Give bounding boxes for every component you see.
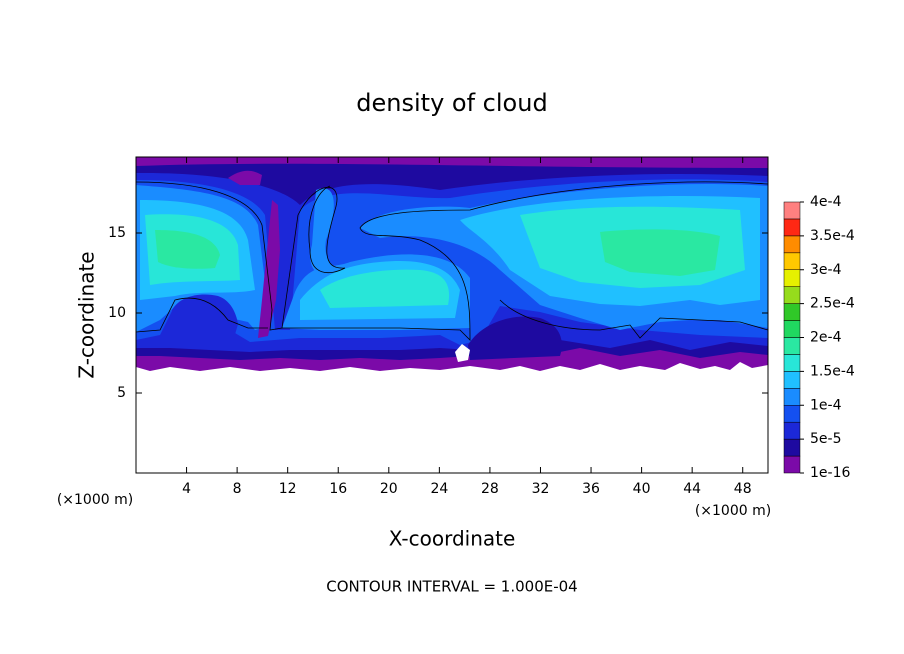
colorbar-band (783, 201, 801, 220)
x-tick-label: 36 (582, 481, 600, 497)
x-tick-label: 12 (279, 481, 297, 497)
chart-title: density of cloud (356, 89, 547, 117)
y-tick-label: 10 (108, 305, 126, 321)
x-tick-label: 16 (329, 481, 347, 497)
contour-line (136, 297, 268, 333)
empty-region (455, 344, 470, 362)
contour-line (136, 181, 346, 331)
colorbar-tick-label: 3e-4 (810, 262, 842, 278)
contour-band (228, 170, 262, 185)
x-tick-label: 24 (430, 481, 448, 497)
x-tick-label: 48 (734, 481, 752, 497)
colorbar-band (783, 371, 801, 389)
x-tick-label: 8 (233, 481, 242, 497)
colorbar-band (783, 269, 801, 287)
contour-band (320, 269, 450, 308)
colorbar-tick-label: 3.5e-4 (810, 228, 855, 244)
y-axis-label: Z-coordinate (75, 251, 99, 378)
y-tick-label: 15 (108, 225, 126, 241)
colorbar-band (783, 218, 801, 237)
colorbar-band (783, 388, 801, 406)
colorbar-band (783, 235, 801, 254)
colorbar-band (783, 421, 801, 440)
x-tick-label: 44 (683, 481, 701, 497)
contour-line (499, 299, 768, 339)
colorbar-band (783, 286, 801, 304)
contour-band (172, 294, 238, 346)
colorbar-band (783, 455, 801, 474)
x-tick-label: 32 (532, 481, 550, 497)
y-unit-label: (×1000 m) (57, 492, 133, 508)
footer-note: CONTOUR INTERVAL = 1.000E-04 (326, 578, 577, 596)
contour-band (468, 316, 562, 360)
x-tick-label: 4 (182, 481, 191, 497)
colorbar-tick-label: 1.5e-4 (810, 363, 855, 379)
colorbar-tick-label: 1e-4 (810, 397, 842, 413)
colorbar-band (783, 320, 801, 338)
contour-field (136, 157, 768, 371)
colorbar-band (783, 337, 801, 355)
colorbar-tick-label: 5e-5 (810, 431, 841, 447)
x-tick-label: 40 (633, 481, 651, 497)
contour-band (258, 200, 280, 338)
x-tick-label: 20 (380, 481, 398, 497)
contour-line (282, 181, 768, 341)
x-unit-label: (×1000 m) (695, 503, 771, 519)
contour-band (310, 188, 345, 276)
colorbar-tick-label: 4e-4 (810, 194, 842, 210)
y-tick-label: 5 (117, 385, 126, 401)
colorbar-tick-label: 2e-4 (810, 330, 842, 346)
contour-band (155, 230, 220, 269)
colorbar-band (783, 252, 801, 270)
plot-frame (135, 156, 769, 474)
colorbar-band (783, 354, 801, 372)
colorbar-band (783, 438, 801, 457)
colorbar-band (783, 303, 801, 321)
contour-band (600, 229, 720, 276)
x-axis-label: X-coordinate (389, 527, 516, 551)
colorbar-band (783, 405, 801, 423)
x-tick-label: 28 (481, 481, 499, 497)
colorbar-tick-label: 2.5e-4 (810, 296, 855, 312)
colorbar-tick-label: 1e-16 (810, 465, 850, 481)
